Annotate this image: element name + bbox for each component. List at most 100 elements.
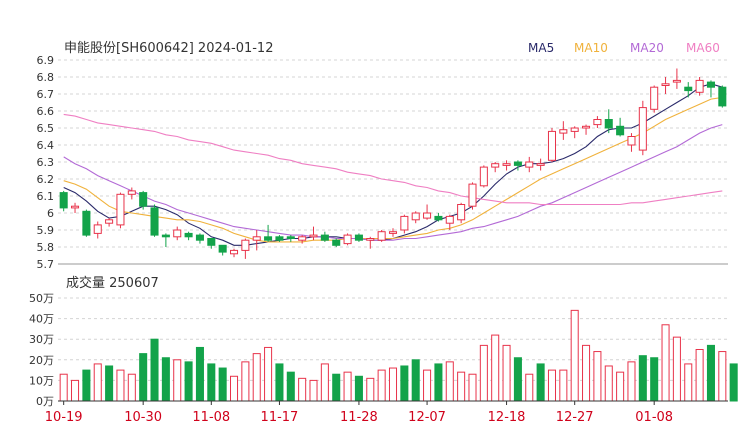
candlestick — [491, 162, 500, 173]
candlestick — [616, 117, 625, 137]
volume-bar-up — [229, 375, 239, 402]
x-tick-label: 12-07 — [408, 410, 446, 425]
candlestick — [536, 158, 545, 171]
volume-bar-up — [661, 324, 670, 402]
candle-body-down — [139, 192, 148, 207]
volume-bar-down — [434, 363, 443, 402]
candlestick — [559, 121, 568, 140]
candlestick — [59, 190, 68, 212]
volume-bar-up — [377, 369, 386, 402]
price-grid — [58, 59, 728, 265]
volume-bar-down — [161, 357, 170, 402]
volume-bar-up — [264, 346, 273, 402]
candle-body-up — [536, 163, 545, 166]
candle-body-up — [423, 212, 432, 219]
volume-bar-up — [93, 363, 102, 402]
candle-body-down — [184, 232, 193, 238]
candlestick — [661, 77, 670, 94]
candle-body-down — [264, 236, 273, 241]
volume-tick-label: 30万 — [29, 333, 54, 346]
candlestick — [320, 231, 329, 242]
candle-body-down — [161, 234, 170, 238]
volume-bar-down — [184, 361, 193, 402]
candle-body-up — [479, 166, 488, 187]
volume-tick-label: 10万 — [29, 374, 54, 387]
x-tick-label: 11-08 — [192, 410, 230, 425]
candlestick — [525, 156, 534, 173]
volume-bar-down — [638, 355, 647, 402]
candle-body-down — [513, 161, 522, 166]
candlestick — [570, 126, 579, 139]
candlestick — [411, 211, 420, 224]
candle-body-up — [661, 83, 670, 87]
candle-body-up — [400, 215, 409, 231]
moving-average-lines — [63, 83, 723, 246]
candle-body-down — [286, 236, 295, 240]
candle-body-up — [457, 204, 466, 221]
candlestick — [264, 224, 273, 242]
price-tick-label: 6.5 — [37, 122, 55, 135]
volume-bar-down — [275, 363, 284, 402]
candlestick — [718, 85, 727, 108]
date-axis: 10-19 10-30 11-08 11-17 11-28 12-07 12-18 12-27… — [45, 400, 728, 425]
candle-body-up — [105, 219, 114, 224]
candlestick — [400, 214, 409, 234]
candlestick — [582, 124, 591, 135]
candle-body-up — [71, 205, 80, 209]
price-tick-label: 5.7 — [37, 258, 55, 271]
price-tick-label: 5.8 — [37, 241, 55, 254]
candlestick — [627, 133, 636, 152]
volume-bar-up — [684, 363, 693, 402]
volume-bar-up — [491, 334, 500, 402]
volume-bar-down — [150, 338, 159, 402]
candle-body-up — [298, 236, 307, 241]
candlestick — [82, 209, 91, 237]
candlestick — [229, 248, 239, 258]
price-tick-label: 6.8 — [37, 71, 55, 84]
volume-bar-up — [116, 369, 125, 402]
candlestick — [457, 202, 466, 224]
price-tick-label: 6 — [47, 207, 54, 220]
candle-body-down — [354, 234, 363, 241]
volume-bar-up — [582, 344, 591, 402]
candlestick — [139, 190, 148, 210]
candlestick — [377, 230, 386, 242]
volume-bar-down — [400, 365, 409, 402]
candle-body-down — [150, 207, 159, 236]
volume-bar-down — [354, 375, 363, 402]
price-tick-label: 5.9 — [37, 224, 55, 237]
candlestick — [184, 231, 193, 241]
candlestick — [366, 236, 375, 249]
volume-tick-label: 20万 — [29, 354, 54, 367]
volume-bar-down — [650, 357, 659, 402]
candle-body-up — [491, 163, 500, 168]
candle-body-up — [695, 79, 704, 93]
volume-bar-up — [604, 365, 613, 402]
candle-body-up — [377, 231, 386, 241]
x-tick-label: 10-30 — [124, 410, 162, 425]
candlestick — [445, 214, 454, 230]
volume-bar-up — [445, 361, 454, 402]
candle-body-up — [127, 190, 136, 195]
candlestick — [298, 235, 307, 244]
volume-bar-up — [366, 377, 375, 402]
volume-bar-up — [423, 369, 432, 402]
volume-bar-down — [105, 365, 114, 402]
candle-body-up — [672, 79, 681, 83]
price-tick-label: 6.1 — [37, 190, 55, 203]
volume-bar-down — [139, 353, 148, 402]
candlestick — [116, 192, 125, 229]
candlestick — [218, 244, 227, 256]
volume-bar-up — [457, 371, 466, 402]
volume-bar-up — [468, 373, 477, 402]
candle-body-down — [434, 215, 443, 221]
price-axis-labels: 6.9 6.8 6.7 6.6 6.5 6.4 6.3 6.2 6.1 6 5.9 5.8 5.7 — [37, 54, 55, 271]
volume-bar-up — [309, 379, 318, 402]
candle-body-up — [559, 129, 568, 134]
candlestick — [388, 228, 398, 237]
candle-body-down — [684, 86, 693, 92]
volume-tick-label: 50万 — [29, 292, 54, 305]
candlestick — [513, 160, 522, 171]
candlestick — [195, 233, 204, 244]
